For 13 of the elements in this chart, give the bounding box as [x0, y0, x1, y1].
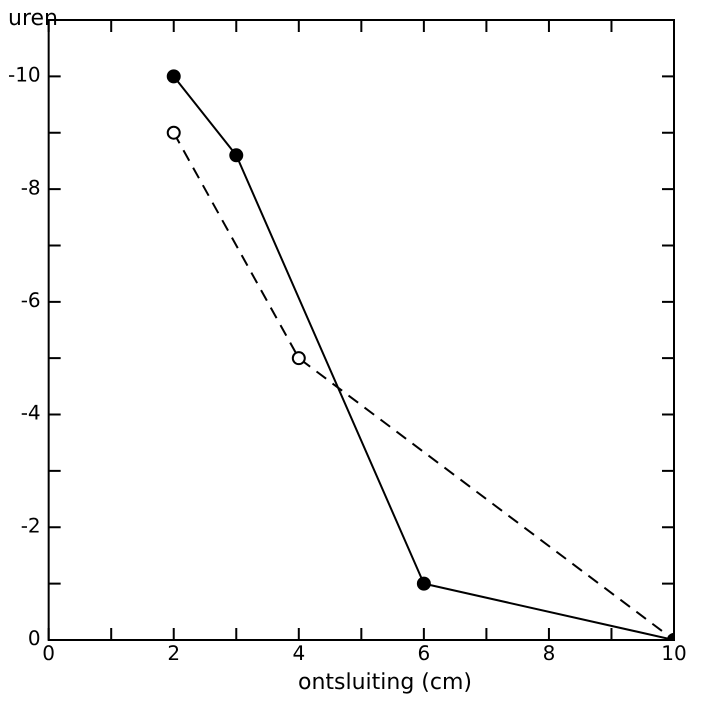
- x-tick-label: 6: [418, 641, 430, 666]
- y-tick-label: -4: [20, 400, 41, 425]
- y-tick-label: -6: [20, 288, 41, 312]
- y-axis-title: uren: [8, 6, 58, 31]
- x-axis-title: ontsluiting (cm): [297, 670, 473, 695]
- x-tick-label: 4: [292, 641, 306, 666]
- x-tick-label: 8: [542, 641, 556, 666]
- y-tick-label: -10: [8, 62, 41, 87]
- y-tick-label: 0: [28, 626, 41, 650]
- x-tick-label: 2: [167, 641, 180, 666]
- y-tick-label: -2: [20, 513, 41, 538]
- y-tick-label: -8: [20, 175, 41, 200]
- x-tick-label: 10: [661, 641, 687, 666]
